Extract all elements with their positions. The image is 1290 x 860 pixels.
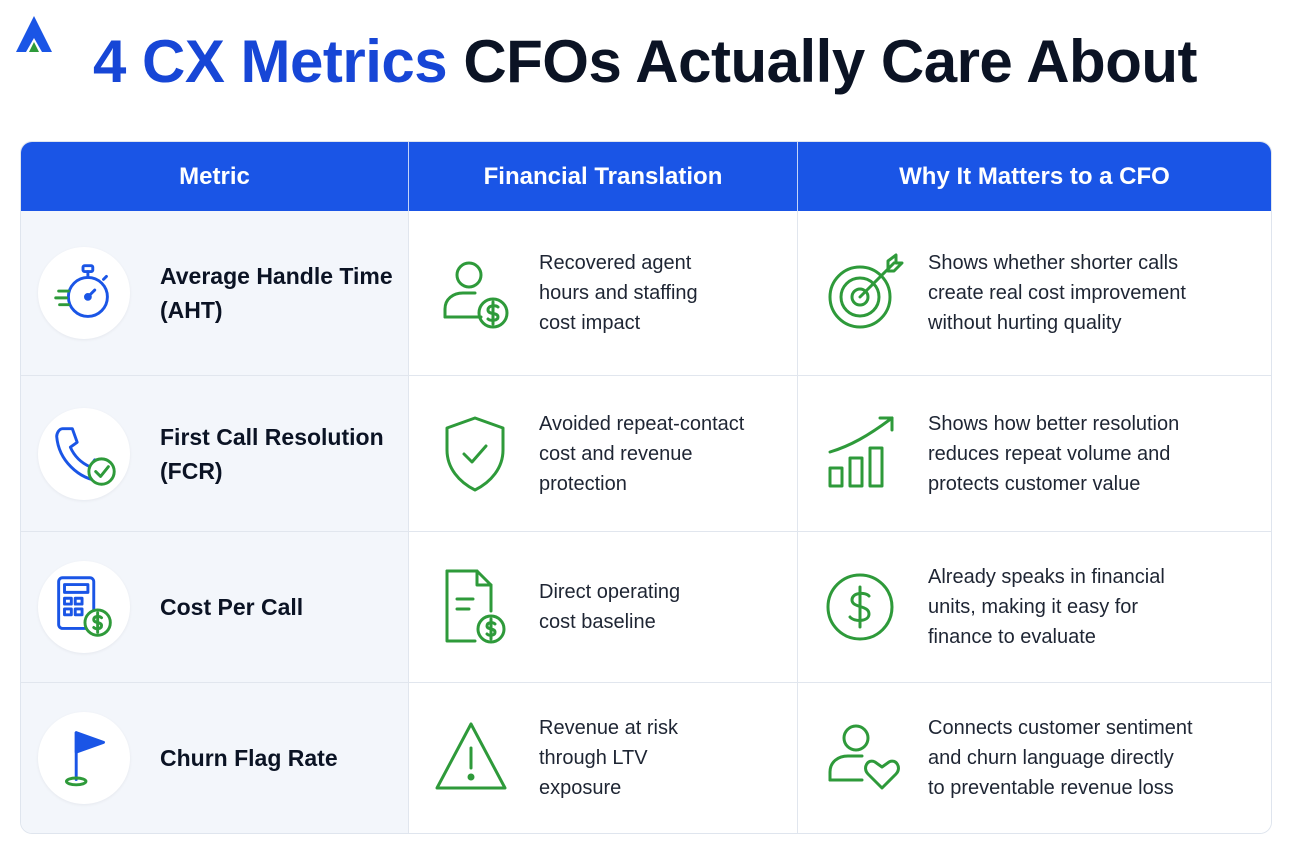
financial-cell: Recovered agent hours and staffing cost …	[409, 211, 798, 375]
flag-icon	[38, 712, 130, 804]
table-row: First Call Resolution (FCR) Avoided repe…	[21, 375, 1271, 531]
triangle-logo-icon	[14, 14, 54, 56]
financial-text: Direct operating cost baseline	[539, 581, 681, 633]
why-cell: Shows whether shorter calls create real …	[798, 211, 1271, 375]
page-title: 4 CX Metrics CFOs Actually Care About	[0, 22, 1290, 102]
stopwatch-icon	[38, 247, 130, 339]
why-cell: Already speaks in financial units, makin…	[798, 532, 1271, 682]
metric-name: Cost Per Call	[160, 594, 304, 620]
header-metric: Metric	[21, 142, 409, 211]
metric-cell: Churn Flag Rate	[21, 683, 409, 833]
table-row: Cost Per Call Direct operating cost base…	[21, 531, 1271, 682]
warning-icon	[433, 716, 517, 800]
why-text: Shows whether shorter calls create real …	[928, 252, 1186, 334]
metric-cell: First Call Resolution (FCR)	[21, 376, 409, 531]
person-heart-icon	[822, 716, 906, 800]
why-text: Already speaks in financial units, makin…	[928, 566, 1165, 648]
phone-check-icon	[38, 407, 130, 500]
financial-cell: Avoided repeat-contact cost and revenue …	[409, 376, 798, 531]
title-rest: CFOs Actually Care About	[463, 28, 1197, 95]
financial-text: Avoided repeat-contact cost and revenue …	[539, 412, 745, 495]
document-dollar-icon	[433, 565, 517, 649]
table-row: Churn Flag Rate Revenue at risk through …	[21, 682, 1271, 833]
metric-cell: Cost Per Call	[21, 532, 409, 682]
why-text: Shows how better resolution reduces repe…	[928, 412, 1180, 495]
shield-check-icon	[433, 412, 517, 496]
metric-name: First Call Resolution (FCR)	[160, 423, 384, 484]
title-accent: 4 CX Metrics	[93, 28, 448, 95]
table-row: Average Handle Time (AHT) Recovered agen…	[21, 211, 1271, 375]
metric-name: Average Handle Time (AHT)	[160, 263, 393, 323]
why-text: Connects customer sentiment and churn la…	[928, 717, 1193, 799]
person-dollar-icon	[433, 251, 517, 335]
financial-cell: Revenue at risk through LTV exposure	[409, 683, 798, 833]
table-header: Metric Financial Translation Why It Matt…	[21, 142, 1271, 211]
calculator-dollar-icon	[38, 561, 130, 653]
dollar-circle-icon	[822, 565, 906, 649]
financial-text: Revenue at risk through LTV exposure	[539, 717, 678, 799]
why-cell: Shows how better resolution reduces repe…	[798, 376, 1271, 531]
financial-cell: Direct operating cost baseline	[409, 532, 798, 682]
header-financial-translation: Financial Translation	[409, 142, 798, 211]
target-icon	[822, 251, 906, 335]
why-cell: Connects customer sentiment and churn la…	[798, 683, 1271, 833]
financial-text: Recovered agent hours and staffing cost …	[539, 252, 698, 334]
header-why-it-matters: Why It Matters to a CFO	[899, 162, 1170, 190]
growth-chart-icon	[822, 412, 906, 496]
metrics-table: Metric Financial Translation Why It Matt…	[20, 141, 1272, 834]
metric-name: Churn Flag Rate	[160, 745, 338, 771]
metric-cell: Average Handle Time (AHT)	[21, 211, 409, 375]
